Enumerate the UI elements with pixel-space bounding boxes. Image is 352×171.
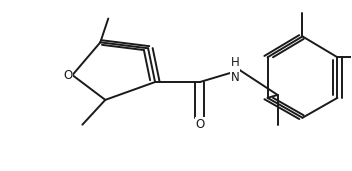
- Text: O: O: [63, 69, 73, 82]
- Text: H
N: H N: [231, 56, 240, 84]
- Text: O: O: [195, 118, 205, 131]
